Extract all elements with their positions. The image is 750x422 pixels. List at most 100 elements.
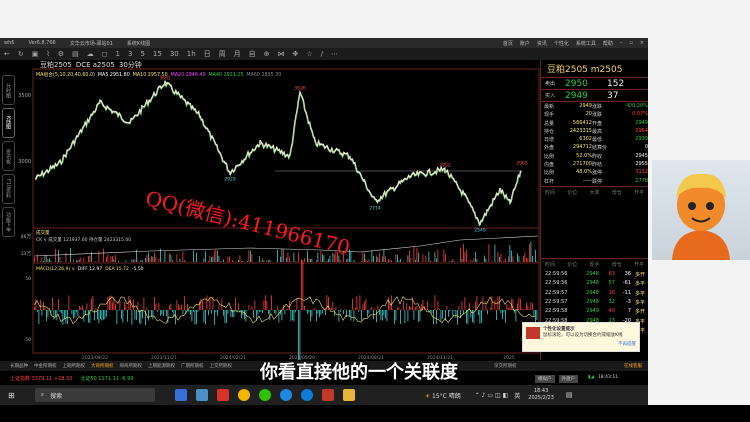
tab-order[interactable]: 功能下单	[2, 207, 15, 237]
close-icon[interactable]: ×	[639, 39, 644, 46]
macd-bar	[406, 303, 407, 310]
menu-help[interactable]: 帮助	[602, 40, 613, 47]
wechat-icon[interactable]	[258, 389, 271, 401]
system-clock[interactable]: 18:43 2025/2/23	[528, 388, 554, 401]
period-custom[interactable]: 自	[248, 50, 256, 58]
zoom-icon[interactable]: ⋈	[277, 50, 285, 58]
volume-bar	[136, 249, 137, 262]
draw-icon[interactable]: /	[320, 50, 324, 58]
folder-icon[interactable]	[342, 389, 355, 401]
tray-icons[interactable]: ⌃ ♪ ▭ ◫ ◧	[474, 391, 509, 399]
volume-bar	[350, 251, 352, 262]
menu-tools[interactable]: 系统工具	[575, 40, 596, 47]
trade-cell: -3	[626, 298, 631, 305]
macd-bar	[437, 300, 439, 310]
line-icon[interactable]: ⌇	[46, 50, 50, 58]
macd-bar	[308, 310, 310, 313]
bottom-tab[interactable]: 郑商所期权	[119, 364, 143, 369]
tab-timeshare[interactable]: 分时图	[2, 75, 15, 105]
layout-icon[interactable]: ▣	[31, 50, 39, 58]
dont-remind-link[interactable]: 不再提醒	[618, 342, 636, 347]
menu-home[interactable]: 首页	[502, 40, 513, 47]
menu-account[interactable]: 账户	[519, 40, 530, 47]
edge-icon[interactable]	[300, 389, 313, 401]
tab-news[interactable]: 资讯板	[2, 141, 15, 171]
chrome-icon[interactable]	[237, 389, 250, 401]
bottom-tab[interactable]: 上期所期权	[62, 364, 86, 369]
wenhua-icon[interactable]	[321, 389, 334, 401]
macd-bar	[253, 310, 254, 318]
trades-header: 时间 价位 现手 增仓 开平	[541, 257, 648, 270]
minimize-icon[interactable]: –	[619, 39, 623, 46]
trade-row: 22:59:58 2949 40 7 多开	[541, 307, 648, 316]
ask-row[interactable]: 卖出 2950 152	[541, 78, 648, 90]
macd-bar	[40, 300, 41, 310]
bottom-tab[interactable]: 深交所期权	[494, 364, 517, 369]
browser-icon[interactable]	[279, 389, 292, 401]
period-day[interactable]: 日	[203, 50, 211, 58]
refresh-icon[interactable]: ↻	[17, 50, 24, 58]
indicator-icon[interactable]: ⚙	[57, 50, 65, 58]
bottom-tab[interactable]: 上期能源期权	[148, 364, 175, 369]
period-month[interactable]: 月	[233, 50, 241, 58]
quote-cell: 2945	[635, 152, 648, 159]
menu-personalize[interactable]: 个性化	[553, 40, 569, 47]
contract-label[interactable]: 豆粕2505 DCE a2505 30分钟	[40, 60, 142, 69]
bid-row[interactable]: 买入 2949 37	[541, 90, 648, 102]
period-3[interactable]: 3	[127, 50, 133, 58]
more-icon[interactable]: ⋯	[331, 50, 339, 58]
macd-bar	[80, 306, 82, 310]
bottom-tab[interactable]: 广期所期权	[181, 364, 204, 369]
period-15[interactable]: 15	[152, 50, 162, 58]
sim-account-button[interactable]: 模拟户	[535, 375, 555, 383]
online-service[interactable]: 在线客服	[624, 364, 642, 369]
save-icon[interactable]: ▤	[72, 50, 79, 58]
volume-header: 成交量	[36, 229, 50, 236]
bottom-tab[interactable]: 中金所期权	[34, 364, 57, 369]
period-30[interactable]: 30	[169, 50, 179, 58]
move-icon[interactable]: ✥	[292, 50, 299, 58]
macd-bar	[160, 310, 161, 316]
taskbar-search[interactable]: ⌕ 搜索	[34, 388, 155, 402]
trade-cell: 多平	[631, 318, 645, 325]
macd-bar	[361, 310, 362, 321]
bottom-tab[interactable]: 大商所期权	[91, 364, 114, 369]
notification-popup[interactable]: 个性化设置提示 鼠标滚轮，可以设为切换合约或缩放K线 不再提醒	[522, 322, 640, 352]
macd-bar	[485, 301, 487, 310]
ime-indicator[interactable]: 英	[514, 392, 521, 400]
period-5[interactable]: 5	[140, 50, 145, 58]
foreign-account-button[interactable]: 外盘户	[558, 375, 578, 383]
tab-f10[interactable]: F10资料	[2, 174, 15, 204]
period-1[interactable]: 1	[115, 50, 120, 58]
wps-icon[interactable]	[216, 389, 229, 401]
macd-bar	[97, 310, 98, 320]
macd-bar	[358, 310, 359, 312]
tab-kline[interactable]: K线图	[2, 108, 15, 138]
video-subtitle: 你看直接他的一个关联度	[260, 362, 458, 383]
menu-news[interactable]: 资讯	[536, 40, 547, 47]
column-header: 开平	[633, 261, 644, 268]
windows-start-icon[interactable]: ⊞	[8, 390, 15, 400]
bottom-tab[interactable]: 长期品种	[10, 364, 28, 369]
app-icon[interactable]	[174, 389, 187, 401]
star-icon[interactable]: ☆	[306, 50, 313, 58]
macd-bar	[379, 310, 380, 315]
maximize-icon[interactable]: ▫	[629, 39, 633, 46]
macd-bar	[472, 310, 473, 323]
macd-bar	[62, 310, 64, 325]
calculator-icon[interactable]	[195, 389, 208, 401]
cloud-icon[interactable]: ☁	[86, 50, 94, 58]
notification-center-icon[interactable]: ▤	[565, 391, 573, 399]
bottom-tab[interactable]: 上交所期权	[209, 364, 233, 369]
crosshair-icon[interactable]: ⊕	[263, 50, 270, 58]
kline-chart[interactable]: 豆粕2505 DCE a2505 30分钟 MA组合(5,10,20,40,60,0…	[0, 60, 540, 360]
volume-bar	[283, 248, 284, 262]
weather[interactable]: ☀ 15°C 晴朗	[424, 392, 461, 400]
period-icon[interactable]: ◻	[101, 50, 108, 58]
macd-bar	[512, 298, 514, 310]
main-menu: 首页 账户 资讯 个性化 系统工具 帮助 – ▫ ×	[503, 40, 644, 47]
period-1h[interactable]: 1h	[186, 50, 196, 58]
period-week[interactable]: 周	[218, 50, 226, 58]
back-icon[interactable]: ←	[4, 50, 10, 58]
macd-bar	[263, 300, 265, 310]
